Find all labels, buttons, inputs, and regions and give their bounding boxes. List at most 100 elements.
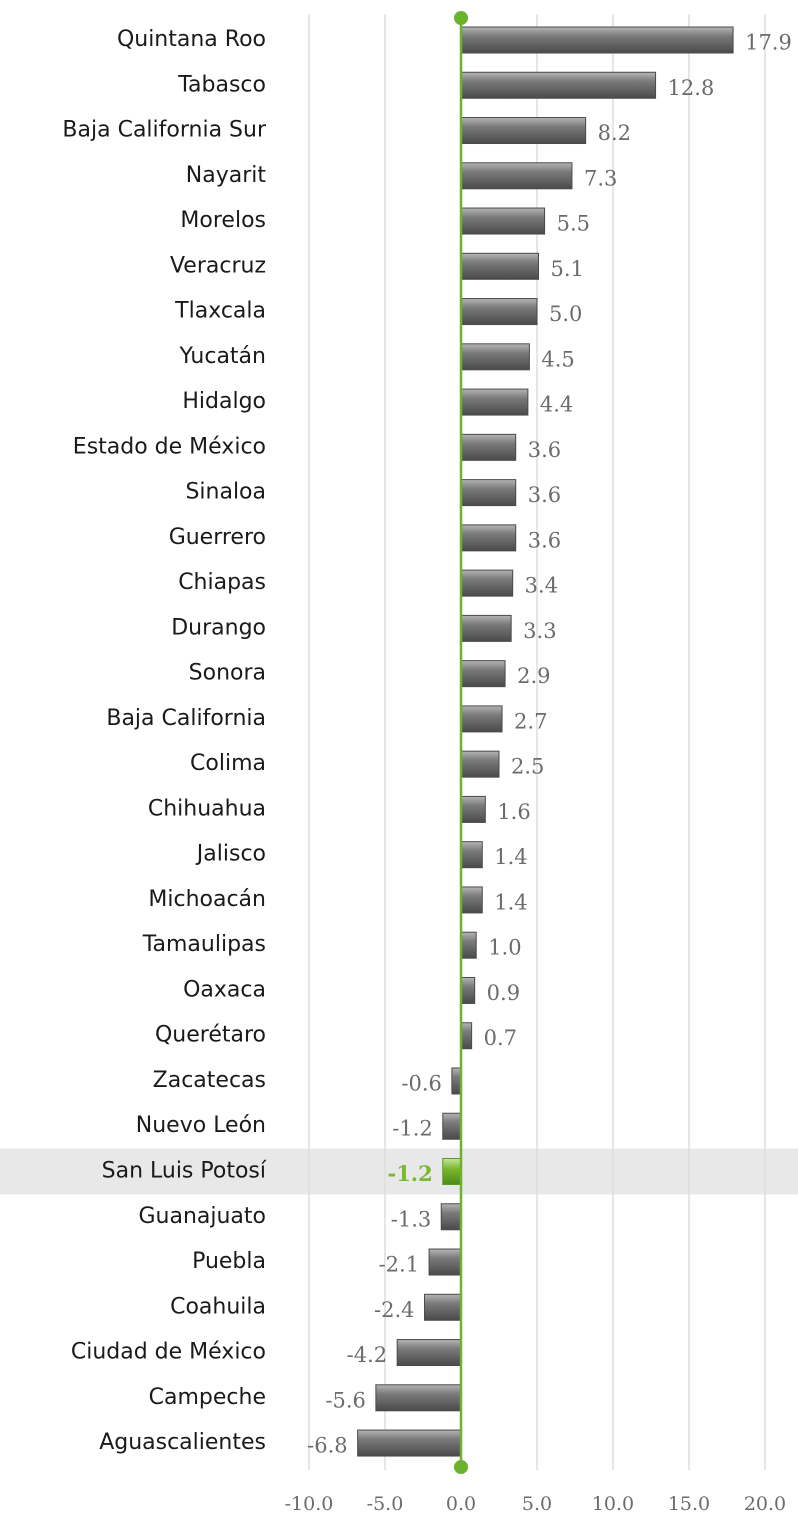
bar bbox=[460, 614, 512, 642]
bar bbox=[460, 886, 483, 914]
y-tick-label: Quintana Roo bbox=[117, 27, 266, 52]
value-label: -2.4 bbox=[374, 1298, 415, 1322]
y-tick-label: Hidalgo bbox=[182, 389, 266, 414]
y-tick-label: Tabasco bbox=[177, 72, 266, 97]
y-tick-label: Chiapas bbox=[178, 570, 266, 595]
y-tick-label: Veracruz bbox=[170, 253, 266, 278]
highlight-band bbox=[0, 1148, 798, 1195]
y-tick-label: Baja California Sur bbox=[62, 118, 267, 143]
y-tick-label: Jalisco bbox=[195, 842, 266, 867]
value-label: 4.4 bbox=[540, 393, 573, 417]
y-tick-label: Guanajuato bbox=[138, 1204, 266, 1229]
bar bbox=[396, 1339, 462, 1367]
value-label: 5.0 bbox=[549, 302, 582, 326]
y-tick-label: Ciudad de México bbox=[71, 1340, 266, 1365]
y-tick-label: Tlaxcala bbox=[174, 299, 266, 324]
bar bbox=[375, 1384, 462, 1412]
bar bbox=[460, 207, 546, 235]
y-tick-label: Baja California bbox=[106, 706, 266, 731]
y-tick-label: Tamaulipas bbox=[142, 932, 266, 957]
value-label: 0.7 bbox=[484, 1026, 517, 1050]
bar bbox=[460, 524, 517, 552]
axis-dot bbox=[454, 11, 468, 25]
bar bbox=[460, 795, 486, 823]
y-tick-label: Morelos bbox=[180, 208, 266, 233]
value-label: 17.9 bbox=[745, 31, 792, 55]
value-label: 3.6 bbox=[528, 483, 561, 507]
bar bbox=[424, 1293, 462, 1321]
bar bbox=[460, 750, 500, 778]
value-label: -2.1 bbox=[379, 1253, 420, 1277]
bar bbox=[357, 1429, 462, 1457]
bar bbox=[460, 117, 587, 145]
value-label: -1.2 bbox=[392, 1117, 433, 1141]
bar bbox=[460, 1022, 473, 1050]
value-label: -0.6 bbox=[401, 1071, 442, 1095]
bar bbox=[428, 1248, 462, 1276]
value-label: 2.9 bbox=[517, 664, 550, 688]
y-tick-label: Colima bbox=[190, 751, 266, 776]
value-label: 1.0 bbox=[488, 936, 521, 960]
y-tick-label: Zacatecas bbox=[153, 1068, 266, 1093]
y-tick-label: Durango bbox=[171, 615, 266, 640]
y-tick-label: Aguascalientes bbox=[99, 1430, 266, 1455]
value-label: 3.3 bbox=[523, 619, 556, 643]
y-tick-label: Chihuahua bbox=[148, 796, 266, 821]
bar bbox=[451, 1067, 462, 1095]
value-label: 7.3 bbox=[584, 166, 617, 190]
y-tick-label: Nayarit bbox=[186, 163, 267, 188]
bar bbox=[460, 931, 477, 959]
y-tick-label: Guerrero bbox=[169, 525, 266, 550]
y-tick-label: Michoacán bbox=[148, 887, 266, 912]
value-label: 2.7 bbox=[514, 709, 547, 733]
x-tick-label: 0.0 bbox=[446, 1493, 476, 1515]
y-tick-label: Coahuila bbox=[170, 1294, 266, 1319]
bar bbox=[460, 841, 483, 869]
x-tick-label: -5.0 bbox=[367, 1493, 404, 1515]
bar bbox=[442, 1112, 462, 1140]
value-label: 1.4 bbox=[494, 845, 527, 869]
x-tick-label: -10.0 bbox=[285, 1493, 334, 1515]
bar bbox=[460, 976, 476, 1004]
bar bbox=[460, 660, 506, 688]
value-label: 4.5 bbox=[541, 347, 574, 371]
value-label: -5.6 bbox=[325, 1388, 366, 1412]
value-label: -1.2 bbox=[387, 1161, 432, 1186]
axis-dot bbox=[454, 1460, 468, 1474]
value-label: 5.5 bbox=[557, 212, 590, 236]
bar bbox=[460, 569, 514, 597]
value-label: 8.2 bbox=[598, 121, 631, 145]
value-label: 0.9 bbox=[487, 981, 520, 1005]
y-tick-label: Yucatán bbox=[179, 344, 267, 369]
value-label: 3.6 bbox=[528, 438, 561, 462]
bar bbox=[460, 479, 517, 507]
bar bbox=[460, 298, 538, 326]
value-label: 1.4 bbox=[494, 890, 527, 914]
bar bbox=[460, 26, 734, 54]
bar bbox=[460, 71, 657, 99]
value-label: -6.8 bbox=[307, 1434, 348, 1458]
x-tick-label: 20.0 bbox=[744, 1493, 786, 1515]
y-tick-label: Estado de México bbox=[73, 434, 266, 459]
value-label: 2.5 bbox=[511, 755, 544, 779]
value-label: 1.6 bbox=[497, 800, 530, 824]
y-tick-label: Oaxaca bbox=[183, 977, 266, 1002]
y-tick-label: Puebla bbox=[192, 1249, 266, 1274]
y-tick-label: San Luis Potosí bbox=[102, 1159, 267, 1184]
y-tick-label: Nuevo León bbox=[136, 1113, 266, 1138]
value-label: 3.4 bbox=[525, 574, 558, 598]
bar bbox=[460, 252, 540, 280]
bar bbox=[442, 1158, 462, 1185]
x-tick-label: 15.0 bbox=[668, 1493, 710, 1515]
value-label: -1.3 bbox=[391, 1207, 432, 1231]
bar bbox=[460, 705, 503, 733]
bar bbox=[460, 343, 530, 371]
y-tick-label: Sinaloa bbox=[185, 480, 266, 505]
bar bbox=[460, 162, 573, 190]
y-tick-label: Sonora bbox=[189, 661, 266, 686]
x-tick-label: 10.0 bbox=[592, 1493, 634, 1515]
bar bbox=[460, 433, 517, 461]
y-tick-label: Querétaro bbox=[155, 1023, 266, 1048]
value-label: 12.8 bbox=[668, 76, 715, 100]
